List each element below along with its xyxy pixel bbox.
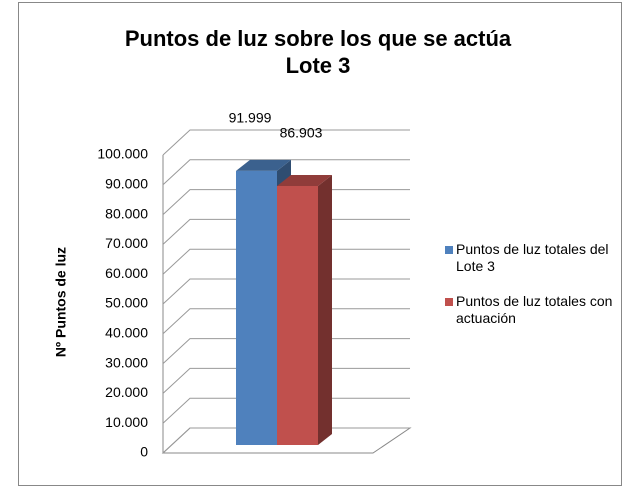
grid-line: [162, 248, 410, 275]
grid-line: [162, 159, 410, 186]
grid-line: [162, 218, 410, 245]
chart-border: [18, 2, 622, 486]
legend-swatch: [445, 246, 453, 254]
grid-line: [162, 367, 410, 394]
bar-top: [236, 159, 291, 171]
y-tick-label: 40.000: [105, 325, 148, 341]
bar-top: [277, 175, 332, 187]
data-label: 86.903: [280, 125, 323, 141]
y-tick-label: 50.000: [105, 295, 148, 311]
grid-line: [162, 338, 410, 364]
grid-line: [162, 397, 410, 424]
chart-title: Lote 3: [286, 53, 351, 78]
legend-label: Puntos de luz totales del Lote 3: [456, 241, 609, 274]
bar-front: [236, 170, 277, 445]
y-tick-label: 0: [140, 444, 148, 460]
y-tick-label: 60.000: [105, 265, 148, 281]
grid-line: [162, 278, 410, 305]
grid-line: [162, 427, 410, 454]
grid-line: [162, 308, 410, 335]
y-tick-label: 20.000: [105, 384, 148, 400]
y-tick-label: 100.000: [97, 146, 148, 162]
bar-front: [277, 186, 318, 445]
grid-line: [162, 129, 410, 156]
y-axis-title: Nº Puntos de luz: [53, 247, 69, 357]
y-tick-label: 30.000: [105, 354, 148, 370]
data-label: 91.999: [229, 110, 272, 126]
bar: [277, 175, 332, 445]
y-tick-label: 90.000: [105, 176, 148, 192]
bar-side: [318, 175, 332, 445]
y-tick-label: 10.000: [105, 414, 148, 430]
legend-swatch: [445, 298, 453, 306]
grid-line: [162, 189, 410, 215]
y-tick-label: 80.000: [105, 205, 148, 221]
chart-title: Puntos de luz sobre los que se actúa: [125, 26, 512, 51]
y-tick-label: 70.000: [105, 235, 148, 251]
legend-label: Puntos de luz totales con actuación: [456, 293, 613, 326]
